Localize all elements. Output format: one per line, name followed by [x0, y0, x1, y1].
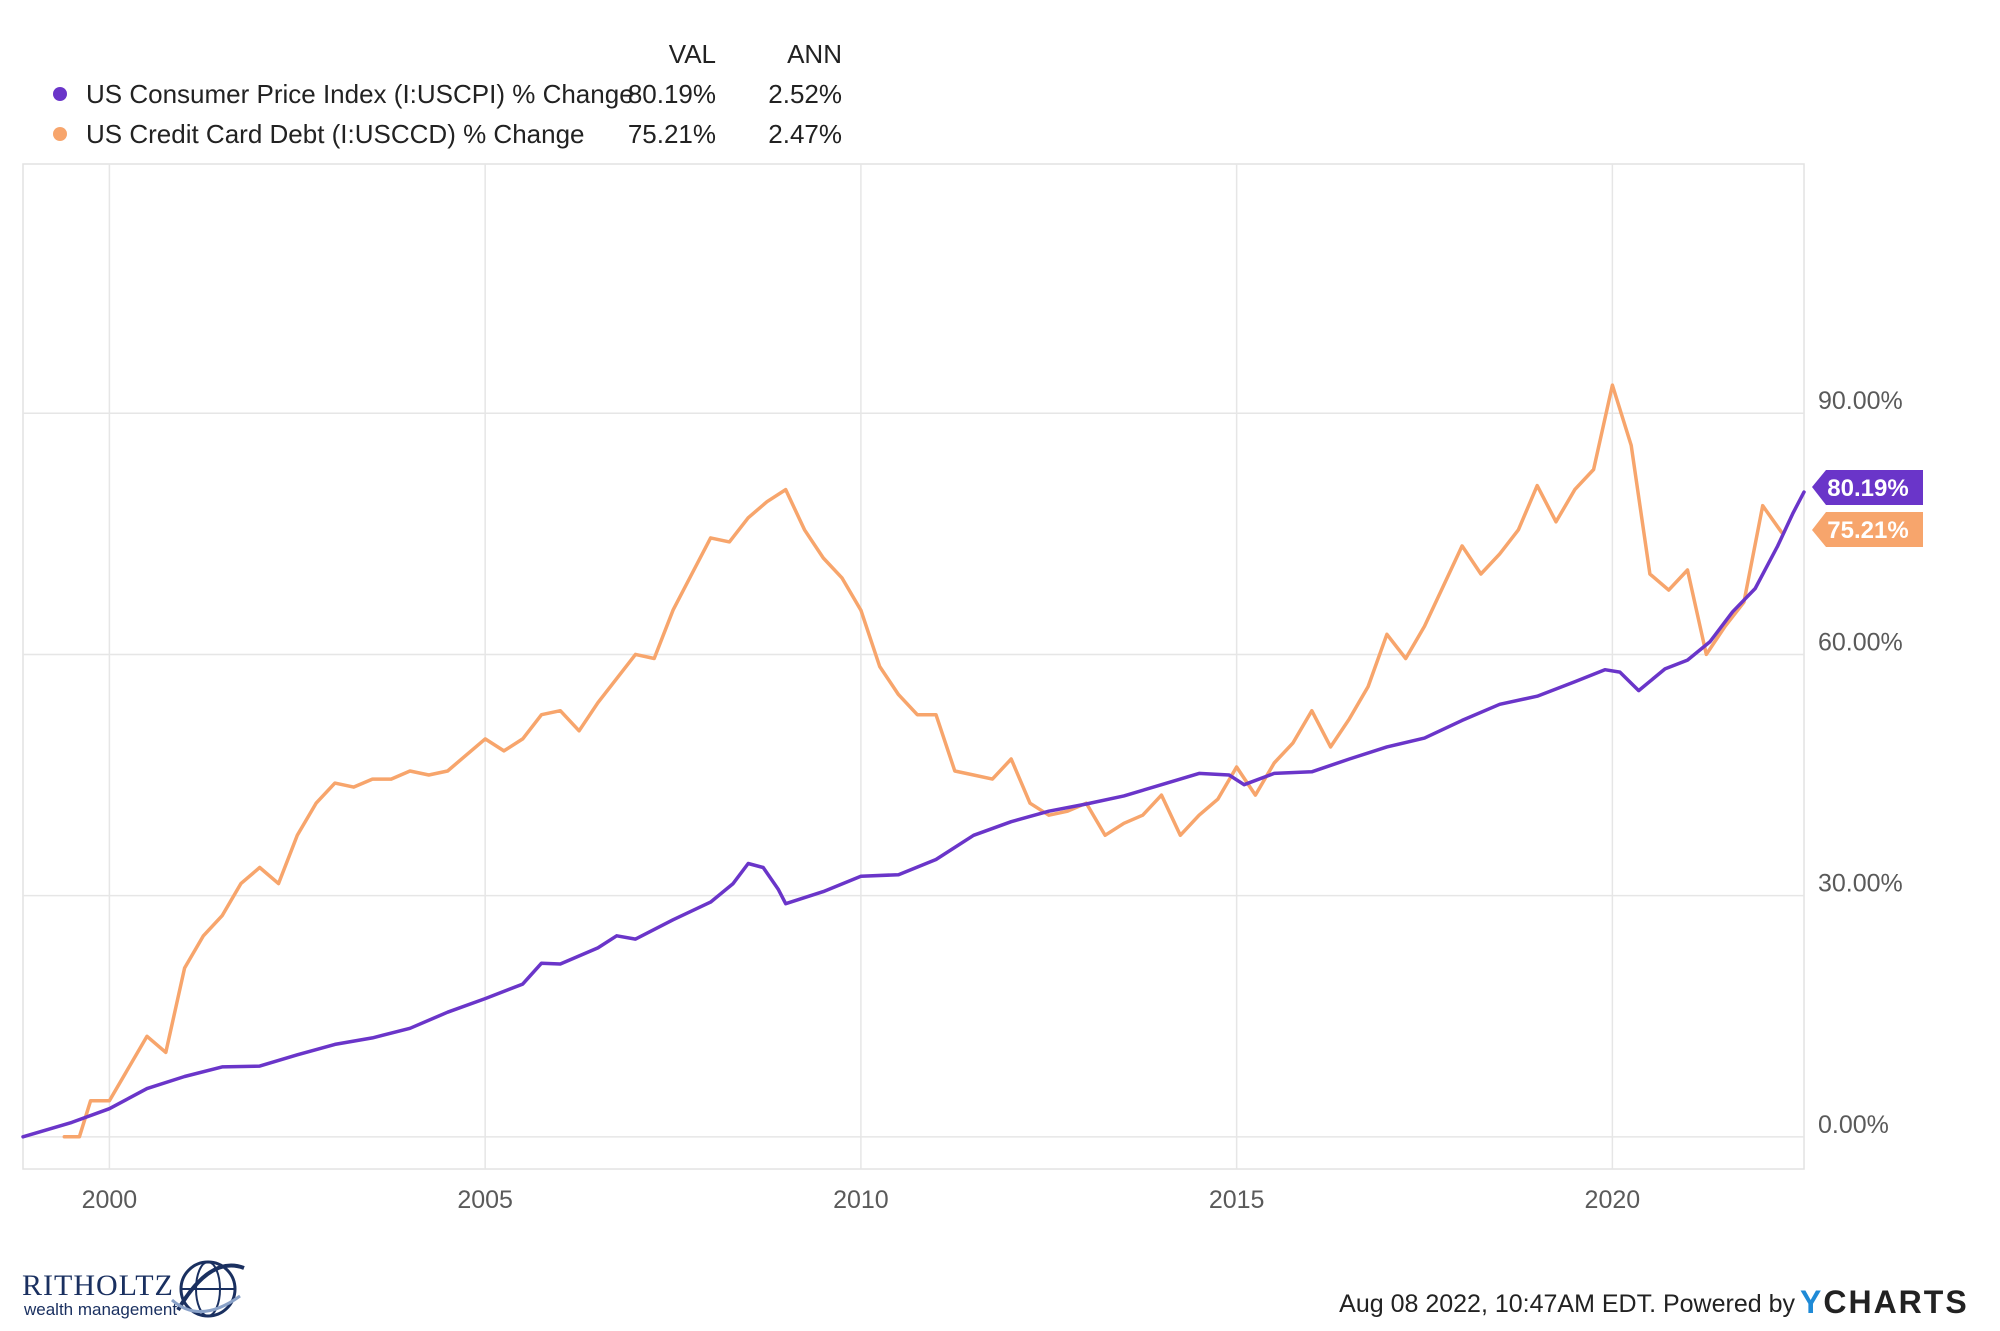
legend-ann-cpi: 2.52% — [768, 79, 842, 109]
logo-subtitle: wealth management — [23, 1300, 177, 1319]
legend-marker-cpi — [53, 87, 67, 101]
legend-val-ccd: 75.21% — [628, 119, 716, 149]
x-tick-label: 2000 — [82, 1186, 138, 1214]
badge-cpi-text: 80.19% — [1827, 475, 1908, 502]
legend-val-cpi: 80.19% — [628, 79, 716, 109]
legend-marker-ccd — [53, 127, 67, 141]
x-tick-label: 2020 — [1585, 1186, 1641, 1214]
ycharts-logo: YCHARTS — [1800, 1284, 1969, 1320]
x-tick-labels: 2000 2005 2010 2015 2020 — [82, 1186, 1641, 1214]
y-tick-label: 60.00% — [1818, 628, 1903, 656]
series-line-cpi — [21, 490, 1806, 1139]
y-tick-label: 30.00% — [1818, 870, 1903, 898]
badge-cpi: 80.19% — [1812, 470, 1923, 505]
y-tick-label: 90.00% — [1818, 387, 1903, 415]
logo-wordmark: RITHOLTZ — [22, 1269, 174, 1302]
y-tick-labels: 0.00% 30.00% 60.00% 90.00% — [1818, 387, 1903, 1139]
footer-timestamp: Aug 08 2022, 10:47AM EDT. Powered by — [1339, 1290, 1795, 1318]
ycharts-logo-rest: CHARTS — [1823, 1284, 1968, 1320]
x-tick-label: 2010 — [833, 1186, 889, 1214]
x-gridlines — [108, 164, 1614, 1169]
ritholtz-logo: RITHOLTZ wealth management — [22, 1260, 245, 1319]
legend-col-ann: ANN — [787, 39, 842, 69]
plot-area — [22, 163, 1805, 1170]
series-line-credit-card-debt — [62, 383, 1784, 1139]
legend-col-val: VAL — [669, 39, 716, 69]
y-gridlines — [23, 412, 1804, 1138]
badge-ccd-text: 75.21% — [1827, 517, 1908, 544]
legend-ann-ccd: 2.47% — [768, 119, 842, 149]
footer: Aug 08 2022, 10:47AM EDT. Powered by YCH… — [1339, 1284, 1969, 1320]
x-tick-label: 2015 — [1209, 1186, 1265, 1214]
ycharts-logo-y: Y — [1800, 1284, 1823, 1320]
legend-label-cpi: US Consumer Price Index (I:USCPI) % Chan… — [86, 79, 634, 109]
legend: VAL ANN US Consumer Price Index (I:USCPI… — [53, 39, 842, 149]
legend-label-ccd: US Credit Card Debt (I:USCCD) % Change — [86, 119, 585, 149]
globe-icon — [171, 1260, 245, 1318]
y-tick-label: 0.00% — [1818, 1111, 1889, 1139]
x-tick-label: 2005 — [457, 1186, 513, 1214]
badge-ccd: 75.21% — [1812, 512, 1923, 547]
